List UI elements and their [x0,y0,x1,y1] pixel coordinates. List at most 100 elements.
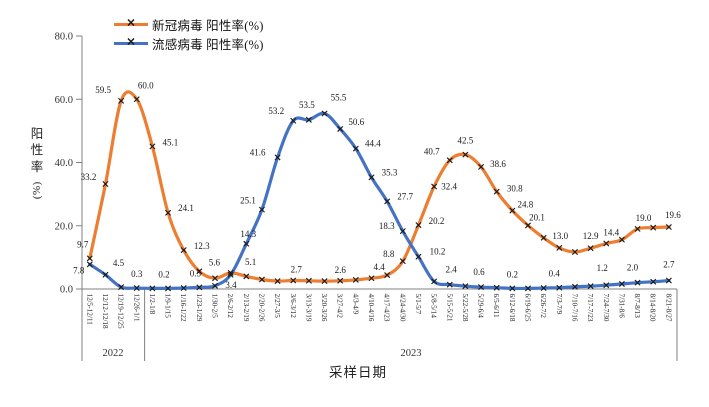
y-axis-title-char: 性 [30,143,44,158]
covid-line-marker-icon: ✕ [114,15,148,33]
point-marker-x-icon [524,222,532,229]
data-label: 20.2 [429,216,445,226]
category-label: 4/3-4/9 [351,294,359,315]
point-marker-x-icon [227,271,234,278]
point-marker-x-icon [368,174,375,181]
data-label: 8.8 [383,249,395,259]
y-tick-label: 20.0 [55,221,73,232]
data-label: 42.5 [458,136,474,146]
data-label: 4.5 [113,258,125,268]
point-marker-x-icon [290,277,297,284]
y-axis-title-percent: (%) [30,180,43,199]
point-marker-x-icon [321,278,328,285]
point-marker-x-icon [149,143,156,150]
point-marker-x-icon [556,244,563,251]
data-label: 24.8 [517,200,533,210]
point-marker-x-icon [571,283,578,290]
point-marker-x-icon [337,125,344,132]
data-label: 40.7 [424,146,440,156]
point-marker-x-icon [118,97,125,104]
category-label: 5/22-5/28 [461,294,469,322]
category-label: 5/29-6/4 [477,294,485,319]
point-marker-x-icon [258,206,265,213]
point-marker-x-icon [274,154,281,161]
data-label: 50.6 [348,117,364,127]
category-label: 4/24-4/30 [398,294,406,322]
category-label: 3/6-3/12 [289,294,297,319]
point-marker-x-icon [493,188,500,195]
y-axis-title: 阳 性 率 (%) [29,126,45,199]
point-marker-x-icon [603,282,610,289]
data-label: 0.6 [473,267,485,277]
point-marker-x-icon [384,272,391,279]
point-marker-x-icon [102,180,109,188]
data-label: 0.4 [549,269,561,279]
category-label: 3/13-3/19 [304,294,312,322]
data-label: 38.6 [490,159,506,169]
point-marker-x-icon [180,285,187,292]
point-marker-x-icon [180,247,187,254]
point-marker-x-icon [102,271,109,278]
data-label: 30.8 [507,184,523,194]
category-label: 4/10-4/16 [367,294,375,322]
category-label: 6/26-7/2 [539,294,547,319]
point-marker-x-icon [650,278,657,285]
data-label: 2.4 [445,264,457,274]
data-label: 41.6 [250,147,266,157]
point-marker-x-icon [634,225,641,232]
point-marker-x-icon [618,236,625,243]
y-tick-label: 40.0 [55,158,73,169]
data-label: 10.2 [430,247,446,257]
data-label: 9.7 [77,239,89,249]
point-marker-x-icon [509,207,516,214]
data-label: 27.7 [397,191,413,201]
data-label: 55.5 [331,92,347,102]
point-marker-x-icon [524,285,532,292]
point-marker-x-icon [587,245,594,252]
point-marker-x-icon [493,284,500,291]
point-marker-x-icon [384,198,391,205]
category-label: 6/5-6/11 [492,294,500,318]
data-label: 53.2 [268,106,284,116]
point-marker-x-icon [227,269,234,276]
point-marker-x-icon [165,209,172,216]
point-marker-x-icon [243,240,250,247]
point-marker-x-icon [462,151,469,158]
data-label: 32.4 [441,182,457,192]
data-label: 60.0 [138,80,154,90]
point-marker-x-icon [618,280,625,287]
category-label: 12/5-12/11 [85,294,93,326]
category-label: 8/7-8/13 [633,294,641,319]
data-label: 2.0 [627,263,639,273]
category-label: 7/24-7/30 [602,294,610,322]
data-label: 2.6 [335,265,347,275]
category-label: 2/27-3/5 [273,294,281,319]
x-marker-icon: ✕ [126,36,136,49]
point-marker-x-icon [352,276,359,283]
category-label: 4/17-4/23 [383,294,391,322]
category-label: 12/19-12/25 [117,294,125,330]
y-tick-label: 60.0 [55,95,73,106]
category-label: 7/3-7/9 [555,294,563,315]
legend-item-covid: ✕ 新冠病毒 阳性率(%) [114,15,264,33]
y-tick-label: 0.0 [60,285,73,296]
y-axis-title-char: 率 [30,159,44,174]
data-label: 2.7 [663,259,675,269]
point-marker-x-icon [399,258,406,265]
category-label: 1/9-1/15 [164,294,172,319]
data-label: 59.5 [95,85,111,95]
category-label: 6/12-6/18 [508,294,516,322]
point-marker-x-icon [634,279,641,286]
data-label: 12.9 [583,231,599,241]
y-axis-title-char: 阳 [30,127,44,141]
point-marker-x-icon [571,248,578,256]
data-label: 44.4 [365,139,381,149]
year-label-2023: 2023 [400,348,422,359]
point-marker-x-icon [431,278,438,285]
point-marker-x-icon [290,117,297,124]
data-label: 14.3 [240,229,256,239]
data-label: 14.4 [603,227,619,237]
category-label: 2/6-2/12 [226,294,234,319]
point-marker-x-icon [337,277,344,284]
category-label: 1/16-1/22 [179,294,187,322]
